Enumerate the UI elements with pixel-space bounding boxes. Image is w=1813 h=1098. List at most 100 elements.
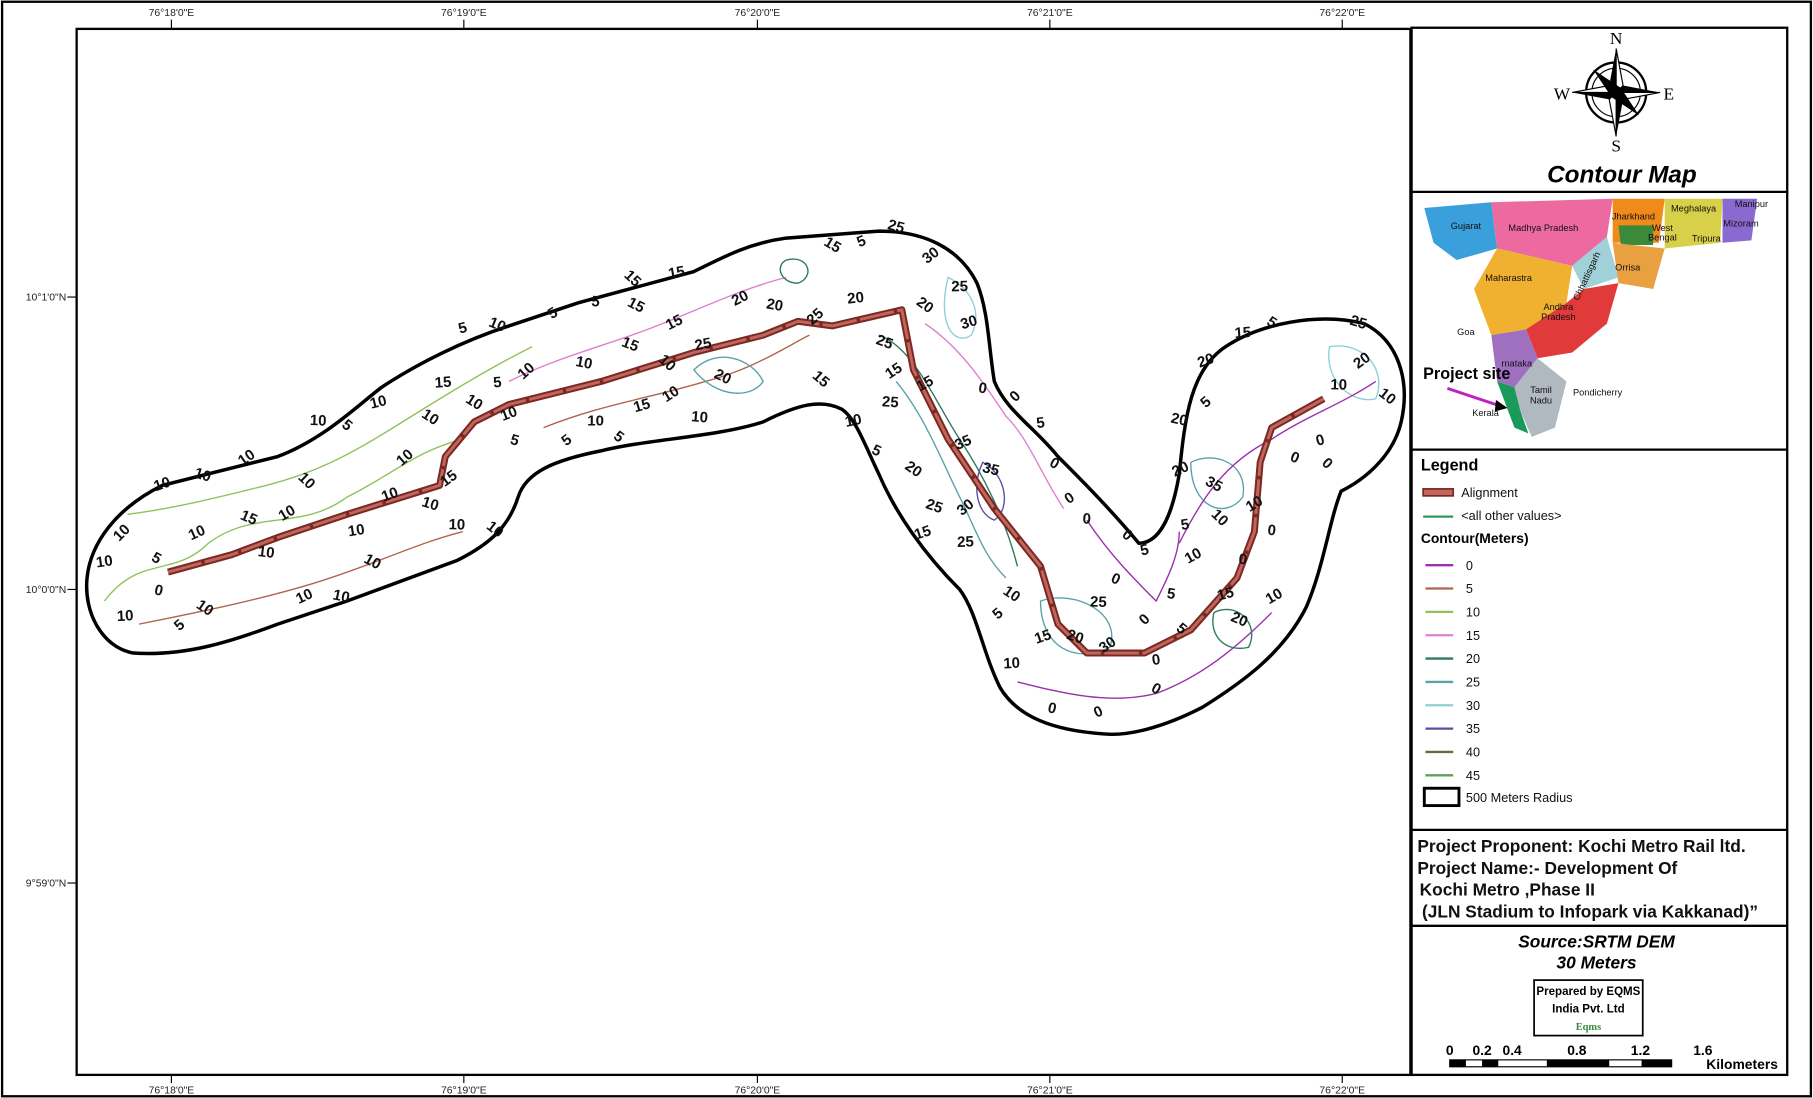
source-line: 30 Meters bbox=[1557, 953, 1637, 973]
contour-label: 25 bbox=[693, 335, 713, 355]
legend-contour-label: 35 bbox=[1466, 721, 1480, 736]
contour-label: 15 bbox=[434, 374, 452, 392]
map-page: 1010510051010101010105101510101010101010… bbox=[0, 0, 1813, 1098]
contour-label: 15 bbox=[1234, 324, 1252, 342]
contour-label: 0 bbox=[1267, 522, 1277, 540]
contour-label: 10 bbox=[691, 408, 709, 426]
state-label: Orrisa bbox=[1615, 262, 1641, 272]
scale-bar bbox=[1450, 1060, 1672, 1067]
contour-label: 15 bbox=[667, 263, 686, 283]
contour-label: 10 bbox=[116, 607, 134, 625]
state-label: Manipur bbox=[1735, 199, 1768, 209]
contour-label: 20 bbox=[765, 295, 784, 315]
compass-w: W bbox=[1554, 84, 1571, 103]
contour-label: 10 bbox=[95, 552, 114, 571]
map-title: Contour Map bbox=[1547, 162, 1697, 189]
project-line: Kochi Metro ,Phase II bbox=[1420, 880, 1595, 900]
contour-label: 25 bbox=[957, 533, 974, 551]
legend-contour-label: 10 bbox=[1466, 604, 1480, 619]
scale-bar-segment bbox=[1642, 1060, 1672, 1067]
legend-contour-label: 45 bbox=[1466, 768, 1480, 783]
state-label: Kerala bbox=[1472, 408, 1500, 418]
contour-label: 10 bbox=[574, 353, 594, 373]
state-label: Pradesh bbox=[1541, 312, 1575, 322]
bottom-tick-label: 76°22'0"E bbox=[1319, 1085, 1365, 1096]
scale-label: 1.2 bbox=[1631, 1042, 1651, 1058]
top-tick-label: 76°20'0"E bbox=[735, 8, 781, 19]
state-label: Pondicherry bbox=[1573, 387, 1623, 397]
legend-title: Legend bbox=[1421, 456, 1479, 474]
contour-label: 10 bbox=[347, 521, 366, 540]
scale-label: 0.4 bbox=[1502, 1042, 1522, 1058]
state-label: Mizoram bbox=[1723, 219, 1759, 229]
project-site: Project site bbox=[1423, 365, 1510, 383]
bottom-tick-label: 76°19'0"E bbox=[441, 1085, 487, 1096]
contour-label: 25 bbox=[1090, 594, 1107, 612]
prepared-line: Prepared by EQMS bbox=[1536, 986, 1640, 998]
legend-contour-label: 0 bbox=[1466, 558, 1473, 573]
contour-label: 10 bbox=[448, 516, 465, 533]
legend-other: <all other values> bbox=[1461, 508, 1561, 523]
compass-n: N bbox=[1610, 29, 1623, 48]
left-tick-label: 10°0'0"N bbox=[26, 585, 66, 596]
contour-label: 5 bbox=[492, 374, 502, 392]
legend-contour-label: 5 bbox=[1466, 581, 1473, 596]
contour-label: 20 bbox=[846, 289, 864, 308]
legend-alignment-swatch bbox=[1423, 489, 1453, 496]
state-label: Tamil bbox=[1530, 385, 1552, 395]
state-label: Nadu bbox=[1530, 395, 1552, 405]
contour-label: 0 bbox=[1082, 510, 1091, 527]
top-tick-label: 76°22'0"E bbox=[1319, 8, 1365, 19]
bottom-tick-label: 76°20'0"E bbox=[735, 1085, 781, 1096]
contour-label: 10 bbox=[587, 412, 604, 429]
state-label: Gujarat bbox=[1451, 221, 1482, 231]
top-tick-label: 76°18'0"E bbox=[149, 8, 195, 19]
contour-label: 5 bbox=[591, 293, 601, 311]
legend-buffer-swatch bbox=[1424, 788, 1459, 805]
legend-buffer: 500 Meters Radius bbox=[1466, 790, 1573, 805]
scale-unit: Kilometers bbox=[1706, 1056, 1778, 1072]
contour-label: 25 bbox=[951, 278, 968, 295]
legend-alignment: Alignment bbox=[1461, 485, 1518, 500]
state-label: Goa bbox=[1457, 327, 1475, 337]
top-tick-label: 76°19'0"E bbox=[441, 8, 487, 19]
compass-s: S bbox=[1611, 136, 1621, 155]
left-tick-label: 10°1'0"N bbox=[26, 293, 66, 304]
contour-label: 10 bbox=[310, 412, 327, 430]
scale-label: 0.8 bbox=[1567, 1042, 1587, 1058]
scale-label: 0 bbox=[1446, 1042, 1454, 1058]
scale-label: 0.2 bbox=[1472, 1042, 1492, 1058]
legend-contour-title: Contour(Meters) bbox=[1421, 530, 1529, 546]
contour-label: 10 bbox=[331, 586, 351, 606]
scale-bar-segment bbox=[1450, 1060, 1466, 1067]
project-line: Project Proponent: Kochi Metro Rail ltd. bbox=[1417, 836, 1745, 856]
compass-e: E bbox=[1664, 84, 1675, 103]
contour-label: 25 bbox=[881, 393, 899, 411]
contour-label: 10 bbox=[843, 411, 863, 431]
state-label: Maharastra bbox=[1485, 273, 1533, 283]
prepared-line: Eqms bbox=[1576, 1022, 1601, 1033]
legend-contour-label: 15 bbox=[1466, 628, 1480, 643]
state-label: Andhra bbox=[1543, 302, 1574, 312]
legend-contour-label: 20 bbox=[1466, 651, 1480, 666]
source-line: Source:SRTM DEM bbox=[1518, 932, 1675, 952]
legend-contour-label: 40 bbox=[1466, 745, 1480, 760]
scale-bar-segment bbox=[1482, 1060, 1498, 1067]
project-line: (JLN Stadium to Infopark via Kakkanad)” bbox=[1422, 902, 1758, 922]
state-label: Bengal bbox=[1648, 232, 1677, 242]
legend-contour-label: 25 bbox=[1466, 675, 1480, 690]
state-label: Meghalaya bbox=[1671, 204, 1717, 214]
prepared-line: India Pvt. Ltd bbox=[1552, 1003, 1625, 1015]
state-label: Madhya Pradesh bbox=[1508, 223, 1578, 233]
state-label: Jharkhand bbox=[1612, 212, 1655, 222]
scale-bar-segment bbox=[1547, 1060, 1609, 1067]
contour-label: 20 bbox=[1169, 410, 1189, 430]
contour-label: 10 bbox=[257, 543, 276, 562]
project-line: Project Name:- Development Of bbox=[1417, 858, 1677, 878]
state-label: Tripura bbox=[1692, 234, 1722, 244]
bottom-tick-label: 76°18'0"E bbox=[149, 1085, 195, 1096]
bottom-tick-label: 76°21'0"E bbox=[1027, 1085, 1073, 1096]
contour-label: 10 bbox=[1003, 655, 1021, 673]
left-tick-label: 9°59'0"N bbox=[26, 878, 66, 889]
top-tick-label: 76°21'0"E bbox=[1027, 8, 1073, 19]
